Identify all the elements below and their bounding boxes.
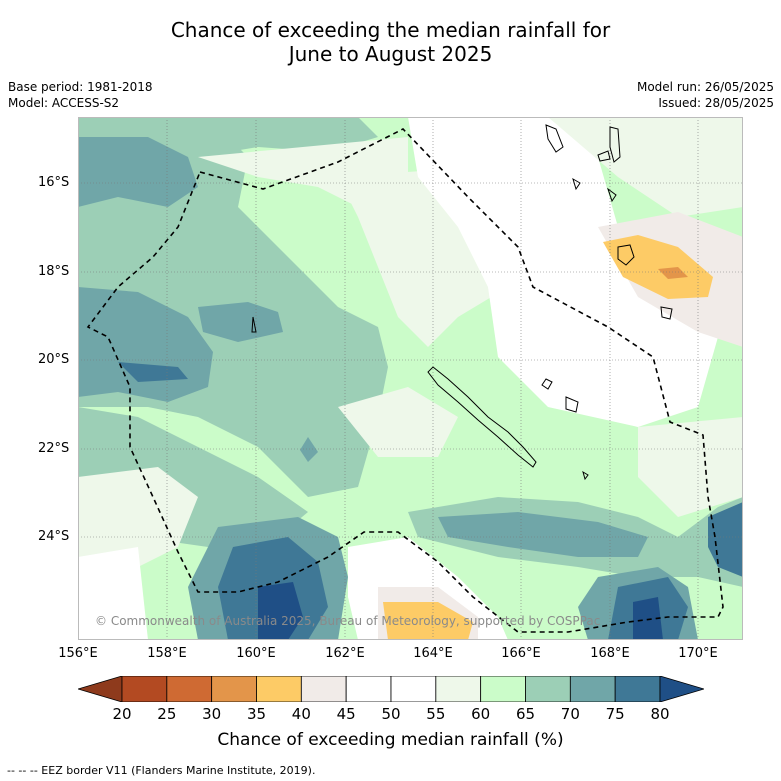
eez-border (86, 128, 724, 633)
colorbar-bin-65-70 (525, 676, 571, 702)
lat-label-16s: 16°S (38, 175, 70, 190)
colorbar-bin-25-30 (166, 676, 213, 702)
colorbar-tick-75: 75 (605, 705, 625, 723)
meta-left: Base period: 1981-2018 Model: ACCESS-S2 (8, 79, 153, 111)
lon-label-156e: 156°E (58, 646, 98, 661)
colorbar-bin-40-45 (300, 676, 347, 702)
base-period: Base period: 1981-2018 (8, 80, 153, 94)
colorbar-extend-low (78, 676, 123, 702)
issued-date: Issued: 28/05/2025 (658, 96, 774, 110)
contour-75-80-se (708, 502, 743, 577)
map-area (78, 117, 743, 640)
colorbar-bin-35-40 (256, 676, 302, 702)
lon-label-170e: 170°E (678, 646, 718, 661)
map-title: Chance of exceeding the median rainfall … (0, 18, 781, 66)
contour-70-75-w2 (198, 302, 283, 342)
contour-70-75-se (438, 512, 648, 557)
colorbar-tick-30: 30 (202, 705, 222, 723)
colorbar-extend-high (659, 676, 704, 702)
contour-55-60-se (638, 417, 743, 517)
lon-label-166e: 166°E (501, 646, 541, 661)
vanuatu-island-4 (572, 177, 581, 191)
colorbar-bins (121, 676, 661, 702)
rainfall-map (78, 117, 743, 640)
contour-55-60-ne (548, 117, 743, 217)
loyalty-island-2 (565, 396, 579, 413)
colorbar-tick-25: 25 (157, 705, 177, 723)
lon-label-160e: 160°E (236, 646, 276, 661)
colorbar-bin-60-65 (480, 676, 526, 702)
lon-label-168e: 168°E (590, 646, 630, 661)
lat-label-24s: 24°S (38, 529, 70, 544)
model-run: Model run: 26/05/2025 (636, 80, 774, 94)
colorbar-bin-30-35 (211, 676, 257, 702)
colorbar-tick-60: 60 (471, 705, 491, 723)
contour-70-75-nw (78, 137, 198, 207)
contour-55-60-sw (78, 467, 198, 577)
colorbar-bin-70-75 (569, 676, 616, 702)
contour-above80-sc (258, 582, 303, 640)
contour-35-40-south (383, 602, 473, 640)
isle-of-pines (582, 470, 589, 481)
vanuatu-island-1 (545, 124, 564, 153)
colorbar-bin-75-80 (614, 676, 661, 702)
colorbar-tick-50: 50 (381, 705, 401, 723)
vanuatu-island-5 (607, 187, 617, 203)
lat-label-22s: 22°S (38, 441, 70, 456)
new-caledonia-coast (427, 366, 537, 468)
lat-label-20s: 20°S (38, 352, 70, 367)
colorbar-tick-55: 55 (426, 705, 446, 723)
contour-70-75-spot (300, 437, 318, 462)
vanuatu-island-2 (597, 150, 611, 162)
colorbar-title: Chance of exceeding median rainfall (%) (217, 730, 564, 750)
vanuatu-efate (617, 244, 635, 266)
title-line-1: Chance of exceeding the median rainfall … (170, 18, 611, 42)
colorbar-tick-40: 40 (291, 705, 311, 723)
loyalty-island-1 (541, 378, 553, 390)
contour-30-35-east (658, 267, 688, 279)
lat-label-18s: 18°S (38, 264, 70, 279)
lon-label-164e: 164°E (413, 646, 453, 661)
colorbar-bin-20-25 (121, 676, 168, 702)
colorbar-tick-80: 80 (650, 705, 670, 723)
title-line-2: June to August 2025 (288, 42, 493, 66)
meta-right: Model run: 26/05/2025 Issued: 28/05/2025 (637, 79, 774, 111)
contour-55-60-mid (338, 387, 458, 457)
colorbar-bin-55-60 (435, 676, 482, 702)
lon-label-158e: 158°E (147, 646, 187, 661)
contour-45-55-sw (78, 547, 148, 640)
colorbar-tick-35: 35 (246, 705, 267, 723)
model-name: Model: ACCESS-S2 (8, 96, 120, 110)
contour-75-80-w (118, 362, 188, 382)
colorbar-tick-20: 20 (112, 705, 132, 723)
contour-35-40-east (603, 235, 713, 299)
colorbar-bin-50-55 (390, 676, 437, 702)
grid-lines (78, 117, 743, 640)
lon-label-162e: 162°E (325, 646, 365, 661)
contour-above80-s (633, 597, 663, 640)
map-frame (78, 117, 743, 640)
colorbar-tick-65: 65 (515, 705, 536, 723)
colorbar-tick-70: 70 (560, 705, 580, 723)
vanuatu-tanna (660, 306, 673, 320)
colorbar-tick-45: 45 (336, 705, 356, 723)
copyright-watermark: © Commonwealth of Australia 2025, Bureau… (95, 614, 601, 628)
colorbar (78, 676, 704, 702)
eez-footnote: -- -- -- EEZ border V11 (Flanders Marine… (7, 764, 316, 777)
colorbar-bin-45-50 (345, 676, 392, 702)
islet (251, 316, 257, 333)
vanuatu-island-3 (609, 126, 621, 163)
